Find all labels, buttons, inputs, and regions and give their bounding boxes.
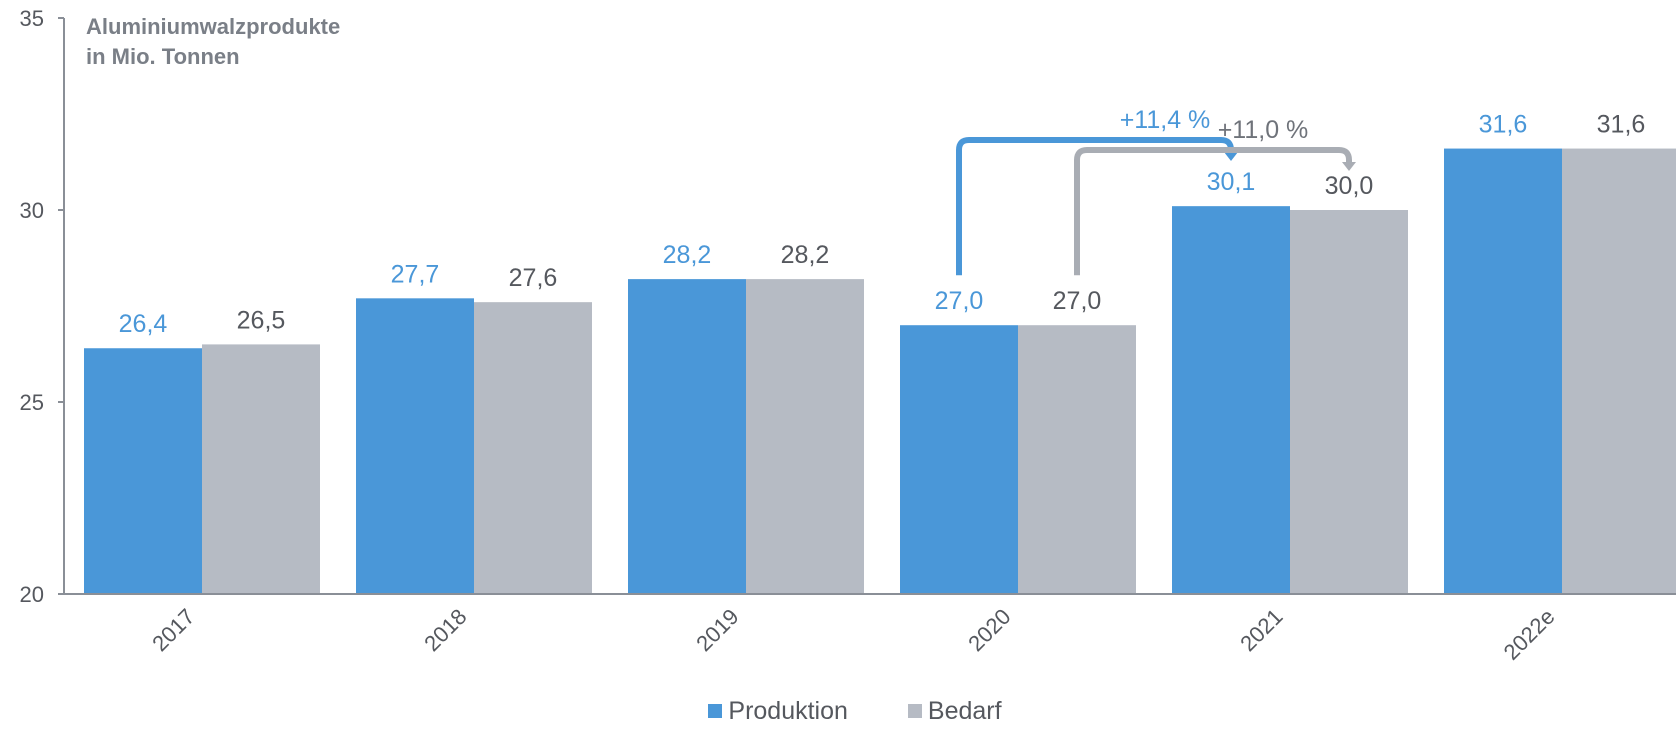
data-label-produktion-2019: 28,2 [663,241,712,269]
x-tick-2019: 2019 [691,604,743,656]
data-label-produktion-2018: 27,7 [391,260,440,288]
data-label-bedarf-2020: 27,0 [1053,287,1102,315]
bar-produktion-2018 [356,298,474,594]
bar-bedarf-2019 [746,279,864,594]
bar-bedarf-2018 [474,302,592,594]
x-tick-2022e: 2022e [1499,604,1560,665]
data-label-produktion-2017: 26,4 [119,310,168,338]
bar-produktion-2019 [628,279,746,594]
bar-bedarf-2021 [1290,210,1408,594]
data-label-produktion-2020: 27,0 [935,287,984,315]
bar-produktion-2022e [1444,148,1562,594]
growth-bracket-bedarf [1074,147,1352,276]
bar-bedarf-2022e [1562,148,1676,594]
y-tick-20: 20 [20,582,44,607]
growth-bracket-produktion [956,137,1234,276]
x-tick-2018: 2018 [419,604,471,656]
legend-label-produktion: Produktion [728,696,848,725]
growth-arrowhead-bedarf [1342,162,1356,171]
chart-subtitle: in Mio. Tonnen [86,44,240,69]
y-tick-25: 25 [20,390,44,415]
data-label-bedarf-2018: 27,6 [509,264,558,292]
growth-label-produktion: +11,4 % [1120,106,1211,134]
data-label-bedarf-2021: 30,0 [1325,172,1374,200]
growth-label-bedarf: +11,0 % [1218,116,1309,144]
legend-item-bedarf: Bedarf [907,696,1002,726]
y-tick-35: 35 [20,6,44,31]
data-label-produktion-2021: 30,1 [1207,168,1256,196]
bar-produktion-2020 [900,325,1018,594]
growth-arrowhead-produktion [1224,152,1238,161]
x-tick-2017: 2017 [147,604,199,656]
data-label-bedarf-2017: 26,5 [237,306,286,334]
bar-bedarf-2020 [1018,325,1136,594]
data-label-produktion-2022e: 31,6 [1479,111,1528,139]
bar-bedarf-2017 [202,344,320,594]
x-tick-2020: 2020 [963,604,1015,656]
bar-produktion-2017 [84,348,202,594]
y-tick-30: 30 [20,198,44,223]
legend-label-bedarf: Bedarf [927,696,1002,725]
legend-item-produktion: Produktion [708,696,848,726]
x-tick-2021: 2021 [1235,604,1287,656]
chart-title: Aluminiumwalzprodukte [86,14,340,39]
chart-legend: Produktion Bedarf [0,696,1676,726]
bar-produktion-2021 [1172,206,1290,594]
data-label-bedarf-2022e: 31,6 [1597,111,1646,139]
legend-swatch-produktion [708,704,723,718]
legend-swatch-bedarf [907,704,922,718]
data-label-bedarf-2019: 28,2 [781,241,830,269]
